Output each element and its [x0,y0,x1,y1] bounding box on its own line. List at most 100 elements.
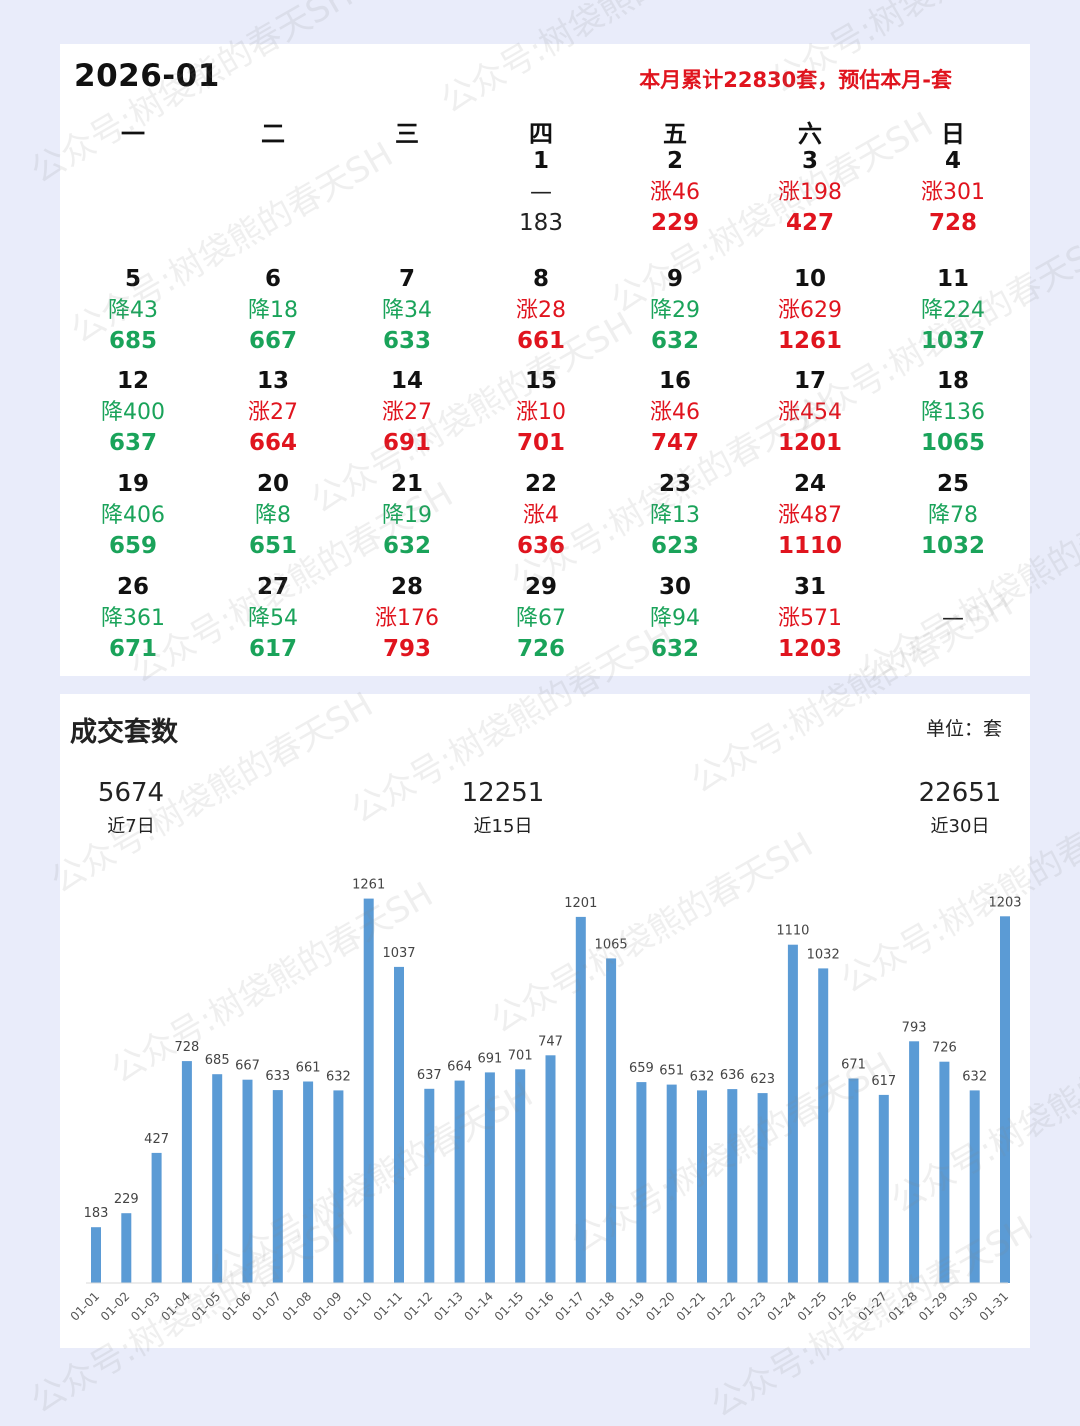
x-tick-label: 01-20 [643,1289,678,1324]
calendar-day-cell: — [893,572,1013,665]
bar [848,1078,859,1283]
day-number: 13 [256,368,289,394]
day-change: 涨454 [778,400,842,425]
day-value: 1203 [777,636,842,662]
chart-title: 成交套数 [70,717,178,748]
calendar-panel: 2026-01 本月累计22830套，预估本月-套 一二三四五六日 1—183 2 涨… [60,44,1030,676]
bar-value-label: 632 [962,1069,987,1084]
weekday-header: 六 [798,120,822,148]
calendar-day-cell: 24 涨487 1110 [750,469,870,562]
bar-value-label: 1201 [564,896,597,911]
day-value: 1037 [920,328,985,354]
day-value: 691 [382,430,431,456]
x-tick-label: 01-23 [734,1289,769,1324]
calendar-day-cell: 10 涨629 1261 [750,264,870,357]
day-change: 涨4 [523,503,559,528]
day-change: — [530,180,552,205]
day-change: 降13 [650,503,700,528]
day-change: 涨487 [778,503,842,528]
bar [727,1089,738,1283]
day-change: 降29 [650,298,700,323]
calendar-day-cell: 11 降224 1037 [893,264,1013,357]
bar-value-label: 793 [902,1020,927,1035]
bar-value-label: 1110 [776,924,809,939]
calendar-day-cell: 4 涨301 728 [893,146,1013,239]
day-change: 降94 [650,606,700,631]
calendar-day-cell: 21 降19 632 [347,469,467,562]
x-tick-label: 01-10 [340,1289,375,1324]
calendar-day-cell: 15 涨10 701 [481,366,601,459]
calendar-day-cell: 8 涨28 661 [481,264,601,357]
bar-value-label: 667 [235,1059,260,1074]
bar [757,1093,768,1283]
stat-30day-label: 近30日 [930,816,990,837]
day-change: 降8 [255,503,291,528]
day-value: 623 [650,533,699,559]
bar [363,898,374,1283]
calendar-day-cell: 31 涨571 1203 [750,572,870,665]
day-value: 726 [516,636,565,662]
day-value: 671 [108,636,157,662]
day-value: 728 [928,210,977,236]
day-number: 18 [936,368,969,394]
day-value: 632 [382,533,431,559]
calendar-day-cell: 3 涨198 427 [750,146,870,239]
x-tick-label: 01-12 [401,1289,436,1324]
x-tick-label: 01-09 [310,1289,345,1324]
bar-value-label: 632 [690,1069,715,1084]
bar-value-label: 685 [205,1053,230,1068]
bar-value-label: 664 [447,1060,472,1075]
bar-value-label: 1032 [807,947,840,962]
day-change: 涨176 [375,606,439,631]
day-value: 701 [516,430,565,456]
day-value: 427 [785,210,834,236]
x-tick-label: 01-26 [825,1289,860,1324]
chart-panel: 成交套数 单位：套 5674 近7日 12251 近15日 22651 近30日… [60,694,1030,1348]
x-tick-label: 01-07 [249,1289,284,1324]
calendar-day-cell: 29 降67 726 [481,572,601,665]
weekday-header: 二 [261,120,285,148]
x-tick-label: 01-18 [583,1289,618,1324]
x-tick-label: 01-08 [280,1289,315,1324]
calendar-day-cell: 23 降13 623 [615,469,735,562]
bar-value-label: 623 [750,1072,775,1087]
day-number: 27 [256,574,289,600]
x-tick-label: 01-11 [371,1289,406,1324]
day-change: 降54 [248,606,298,631]
day-change: 涨46 [650,400,700,425]
bar [242,1079,253,1283]
bar [697,1090,707,1283]
stat-7day-value: 5674 [97,778,165,808]
calendar-day-cell: 22 涨4 636 [481,469,601,562]
day-change: 涨46 [650,180,700,205]
day-number: 14 [390,368,423,394]
day-value: 636 [516,533,565,559]
day-value: 651 [248,533,297,559]
bar-value-label: 637 [417,1068,442,1083]
stat-30day-value: 22651 [918,778,1002,808]
bar-value-label: 1261 [352,878,385,893]
day-change: 降18 [248,298,298,323]
stat-7day: 5674 近7日 [98,778,164,838]
day-value [893,634,1013,665]
stat-15day: 12251 近15日 [462,778,545,838]
bar [424,1088,435,1283]
day-number: 28 [390,574,423,600]
day-value: 183 [519,210,563,236]
day-number: 5 [124,266,141,292]
day-number: 21 [390,471,423,497]
bar [303,1081,314,1283]
x-tick-label: 01-01 [68,1289,103,1324]
day-number: 2 [666,148,683,174]
day-number [893,572,1013,603]
day-change: 降224 [921,298,985,323]
bar [666,1084,677,1283]
x-tick-label: 01-14 [461,1289,496,1324]
bar [121,1213,132,1283]
weekday-header: 一 [121,120,145,148]
day-change: 涨27 [248,400,298,425]
weekday-header: 三 [395,120,419,148]
calendar-day-cell: 12 降400 637 [73,366,193,459]
day-value: 685 [108,328,157,354]
bar-value-label: 726 [932,1041,957,1056]
